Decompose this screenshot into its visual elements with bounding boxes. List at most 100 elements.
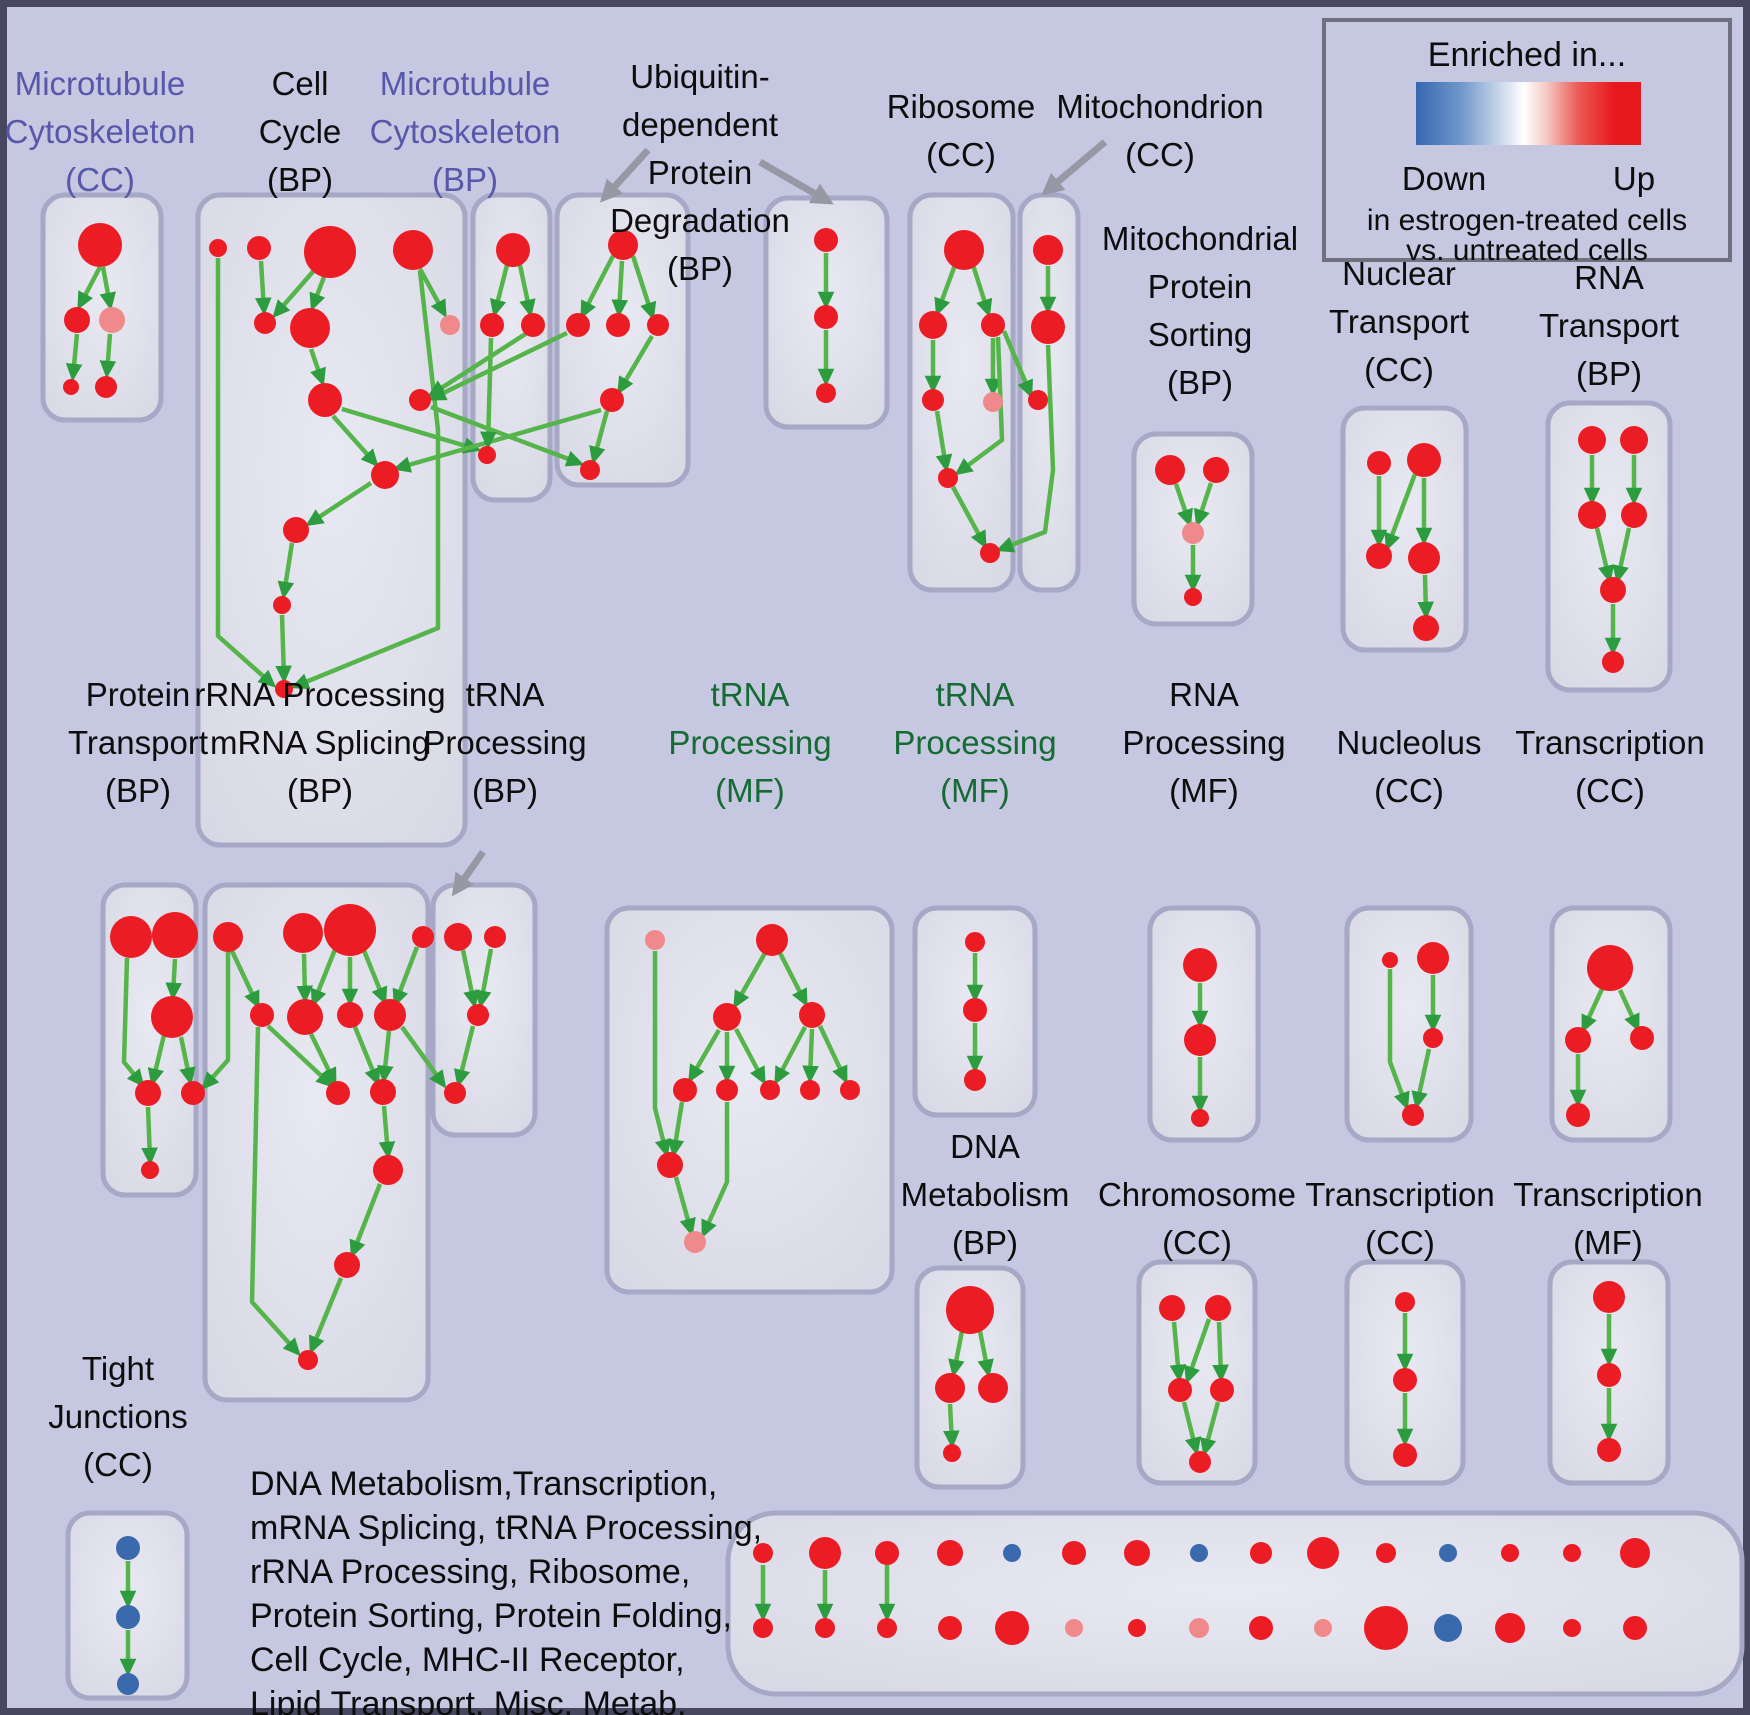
relation-arrow: [418, 267, 447, 318]
go-term-node: [1439, 1544, 1457, 1562]
go-term-node: [521, 313, 545, 337]
go-term-node: [963, 998, 987, 1022]
misc-text-line: DNA Metabolism,Transcription,: [250, 1465, 718, 1503]
go-term-node: [937, 1540, 963, 1566]
go-term-node: [1602, 651, 1624, 673]
go-term-node: [1062, 1541, 1086, 1565]
misc-text-line: rRNA Processing, Ribosome,: [250, 1553, 691, 1591]
go-term-node: [980, 543, 1000, 563]
group-box-misc: [725, 1510, 1745, 1697]
relation-arrow: [954, 336, 1005, 476]
go-term-node: [814, 228, 838, 252]
go-term-node: [760, 1080, 780, 1100]
relation-arrow: [734, 1027, 766, 1086]
relation-arrow: [774, 1025, 807, 1086]
go-term-node: [608, 230, 638, 260]
go-term-node: [935, 1373, 965, 1403]
go-term-node: [840, 1080, 860, 1100]
relation-arrow: [308, 1033, 337, 1087]
relation-arrow: [970, 264, 993, 318]
misc-text-line: mRNA Splicing, tRNA Processing,: [250, 1509, 763, 1547]
go-term-node: [1190, 1544, 1208, 1562]
go-term-node: [800, 1080, 820, 1100]
relation-arrow: [802, 1028, 819, 1084]
relation-arrow: [1612, 527, 1632, 584]
relation-arrow: [141, 1106, 158, 1166]
go-term-node: [337, 1002, 363, 1028]
go-term-node: [496, 233, 530, 267]
go-term-node: [1184, 588, 1202, 606]
legend-up-label: Up: [1612, 160, 1656, 197]
go-term-node: [110, 916, 152, 958]
go-term-node: [304, 226, 356, 278]
misc-text-line: Lipid Transport, Misc. Metab.: [250, 1685, 687, 1715]
relation-arrow: [1384, 473, 1418, 552]
go-term-node: [478, 446, 496, 464]
relation-arrow: [1184, 1318, 1212, 1385]
go-term-node: [370, 1079, 396, 1105]
go-term-node: [393, 230, 433, 270]
relation-arrow: [272, 265, 319, 319]
go-term-node: [965, 932, 985, 952]
group-label-nucleolus: Nucleolus (CC): [1337, 724, 1482, 809]
relation-arrow: [360, 947, 388, 1006]
go-term-node: [875, 1541, 899, 1565]
go-term-node: [1393, 1443, 1417, 1467]
group-label-transcription-cc-2: Transcription (CC): [1305, 1176, 1495, 1261]
misc-groups-text: DNA Metabolism,Transcription, mRNA Splic…: [250, 1462, 762, 1715]
group-box-rna-mf: [1147, 905, 1261, 1143]
relation-arrow: [480, 337, 497, 450]
go-term-node: [484, 926, 506, 948]
group-label-microtubule-cc: Microtubule Cytoskeleton (CC): [5, 65, 196, 198]
go-term-node: [412, 926, 434, 948]
relation-arrow: [589, 410, 610, 465]
group-label-dna-metabolism: DNA Metabolism (BP): [901, 1128, 1070, 1261]
relation-arrow: [308, 348, 326, 387]
go-term-node: [673, 1078, 697, 1102]
relation-arrow: [977, 1330, 994, 1378]
relation-arrow: [392, 407, 602, 473]
go-term-node: [1408, 542, 1440, 574]
relation-arrow: [275, 614, 292, 684]
relation-arrow: [1200, 1401, 1221, 1457]
relation-arrow: [378, 1105, 396, 1160]
group-label-microtubule-bp: Microtubule Cytoskeleton (BP): [370, 65, 561, 198]
relation-arrow: [453, 1025, 476, 1088]
relation-arrow: [733, 951, 767, 1009]
relation-arrow: [1417, 574, 1434, 620]
misc-text-line: Cell Cycle, MHC-II Receptor,: [250, 1641, 685, 1679]
go-term-node: [1033, 235, 1063, 265]
go-term-node: [283, 913, 323, 953]
relation-arrow: [1001, 330, 1033, 399]
group-label-trna-mf-1: tRNA Processing (MF): [668, 676, 831, 809]
go-term-node: [657, 1152, 683, 1178]
relation-arrow: [1617, 989, 1640, 1033]
relation-arrow: [178, 1036, 196, 1086]
relation-arrow: [400, 1025, 447, 1089]
group-box-microtubule-bp: [470, 192, 553, 503]
go-term-node: [373, 1155, 403, 1185]
relation-arrow: [165, 958, 182, 1001]
relation-arrow: [1212, 1321, 1229, 1383]
relation-arrow: [266, 1024, 335, 1088]
relation-arrow: [427, 331, 529, 398]
go-term-node: [799, 1002, 825, 1028]
relation-arrow: [948, 1330, 965, 1378]
relation-arrow: [1411, 1048, 1432, 1110]
go-term-node: [1620, 1538, 1650, 1568]
go-term-node: [1307, 1537, 1339, 1569]
group-label-rrna-mrna: rRNA Processing mRNA Splicing (BP): [194, 676, 445, 809]
go-term-node: [1189, 1618, 1209, 1638]
go-term-node: [1184, 1024, 1216, 1056]
go-term-node: [944, 230, 984, 270]
go-term-node: [1587, 945, 1633, 991]
go-term-node: [983, 392, 1003, 412]
relation-arrow: [249, 1026, 301, 1357]
relation-arrow: [309, 276, 327, 312]
go-term-node: [440, 315, 460, 335]
go-term-node: [99, 307, 125, 333]
go-term-node: [64, 307, 90, 333]
go-term-node: [1563, 1619, 1581, 1637]
